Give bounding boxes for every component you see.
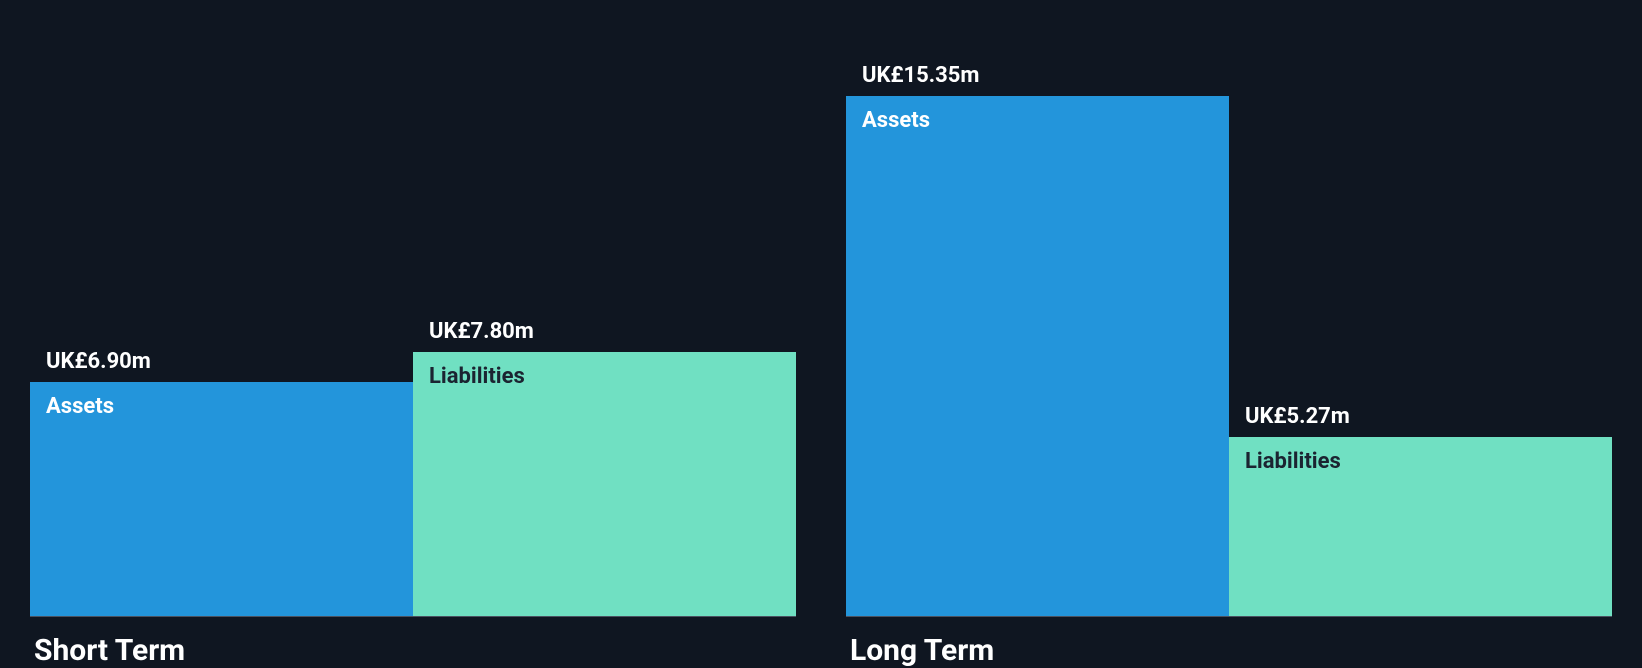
balance-chart: UK£6.90m Assets UK£7.80m Liabilities Short T… bbox=[0, 0, 1642, 668]
group-title: Long Term bbox=[846, 617, 1612, 668]
chart-group: UK£15.35m Assets UK£5.27m Liabilities Long T… bbox=[846, 0, 1612, 668]
bars-area: UK£6.90m Assets UK£7.80m Liabilities bbox=[30, 0, 796, 617]
bar-inner-label: Liabilities bbox=[429, 364, 525, 389]
bar-inner-label: Assets bbox=[46, 394, 114, 419]
bar: Assets bbox=[30, 382, 413, 616]
bar-value-label: UK£5.27m bbox=[1229, 404, 1612, 437]
bar-wrap: UK£5.27m Liabilities bbox=[1229, 404, 1612, 616]
bar-wrap: UK£6.90m Assets bbox=[30, 349, 413, 616]
bar-value-label: UK£6.90m bbox=[30, 349, 413, 382]
bar: Assets bbox=[846, 96, 1229, 616]
bar-wrap: UK£15.35m Assets bbox=[846, 63, 1229, 616]
bar-value-label: UK£7.80m bbox=[413, 319, 796, 352]
bar-wrap: UK£7.80m Liabilities bbox=[413, 319, 796, 616]
bar-value-label: UK£15.35m bbox=[846, 63, 1229, 96]
bar: Liabilities bbox=[1229, 437, 1612, 616]
bar-inner-label: Liabilities bbox=[1245, 449, 1341, 474]
bar-inner-label: Assets bbox=[862, 108, 930, 133]
group-title: Short Term bbox=[30, 617, 796, 668]
bars-area: UK£15.35m Assets UK£5.27m Liabilities bbox=[846, 0, 1612, 617]
bar: Liabilities bbox=[413, 352, 796, 616]
chart-group: UK£6.90m Assets UK£7.80m Liabilities Short T… bbox=[30, 0, 796, 668]
